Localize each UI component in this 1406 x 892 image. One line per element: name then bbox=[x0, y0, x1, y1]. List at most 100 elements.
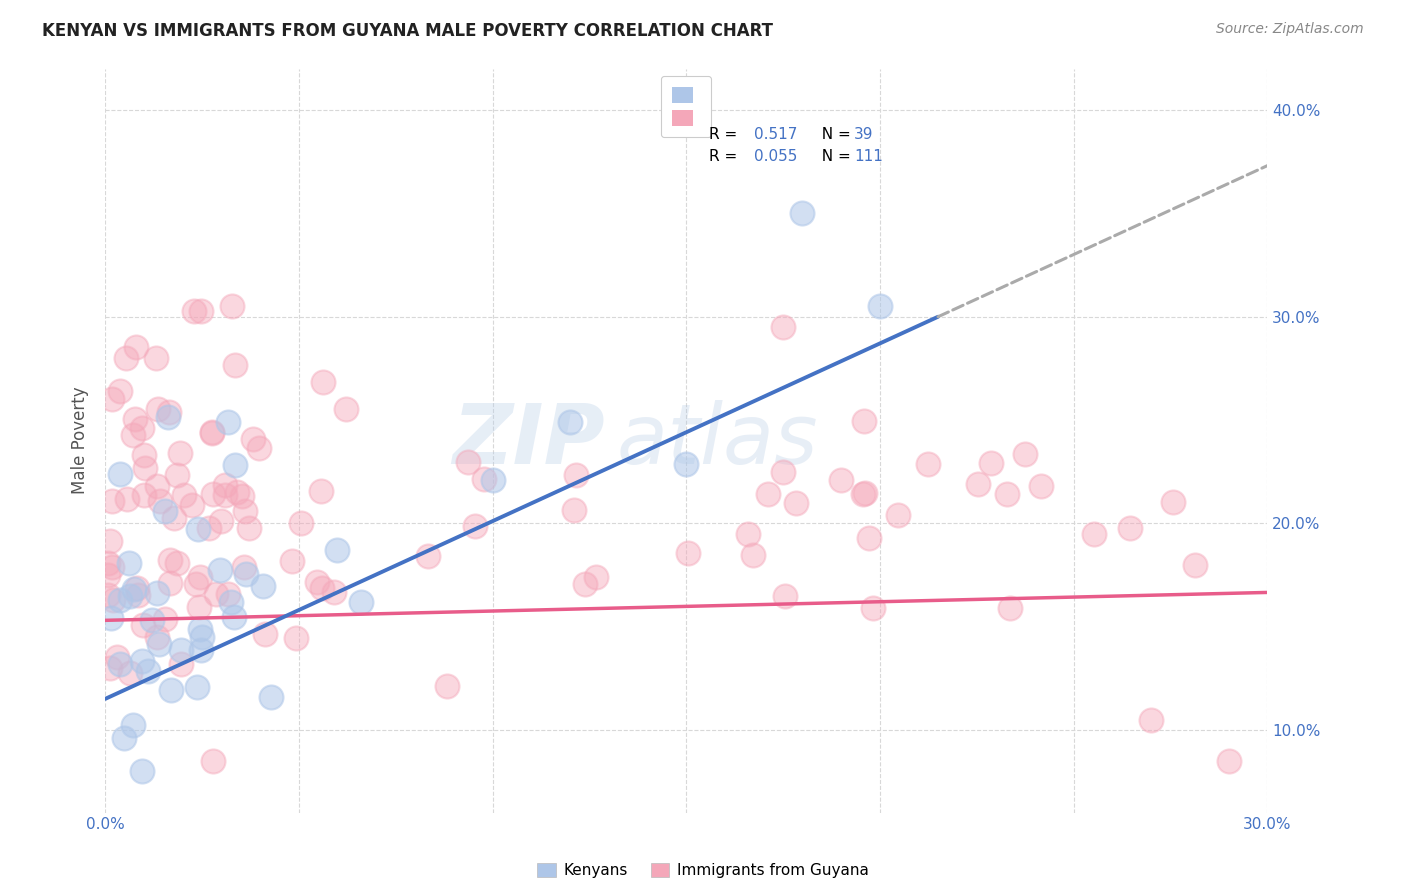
Point bbox=[118, 557, 141, 571]
Point bbox=[472, 472, 495, 486]
Point bbox=[1163, 495, 1185, 509]
Point bbox=[160, 683, 183, 698]
Text: N =: N = bbox=[813, 149, 856, 163]
Point bbox=[190, 642, 212, 657]
Point bbox=[169, 446, 191, 460]
Point bbox=[157, 405, 180, 419]
Point bbox=[197, 521, 219, 535]
Point bbox=[233, 560, 256, 574]
Point bbox=[281, 554, 304, 568]
Point bbox=[852, 414, 875, 428]
Point bbox=[134, 448, 156, 462]
Point bbox=[1083, 526, 1105, 541]
Point bbox=[114, 731, 136, 746]
Point bbox=[108, 384, 131, 399]
Point bbox=[219, 594, 242, 608]
Point bbox=[773, 589, 796, 603]
Point bbox=[464, 519, 486, 533]
Point bbox=[132, 488, 155, 502]
Point bbox=[585, 570, 607, 584]
Point bbox=[190, 303, 212, 318]
Point bbox=[131, 654, 153, 668]
Point bbox=[214, 488, 236, 502]
Point bbox=[756, 487, 779, 501]
Point bbox=[173, 488, 195, 502]
Point bbox=[565, 468, 588, 483]
Text: R =: R = bbox=[710, 127, 742, 142]
Point bbox=[290, 516, 312, 530]
Point bbox=[122, 428, 145, 442]
Point bbox=[124, 412, 146, 426]
Point bbox=[676, 546, 699, 560]
Point bbox=[233, 504, 256, 518]
Text: Source: ZipAtlas.com: Source: ZipAtlas.com bbox=[1216, 22, 1364, 37]
Point bbox=[967, 476, 990, 491]
Point bbox=[188, 599, 211, 614]
Point bbox=[558, 415, 581, 429]
Point bbox=[108, 657, 131, 672]
Point bbox=[188, 622, 211, 636]
Point bbox=[153, 504, 176, 518]
Point bbox=[159, 553, 181, 567]
Point bbox=[149, 493, 172, 508]
Point bbox=[146, 586, 169, 600]
Point bbox=[335, 401, 357, 416]
Point bbox=[121, 718, 143, 732]
Point bbox=[741, 548, 763, 562]
Point bbox=[675, 457, 697, 471]
Point bbox=[1218, 754, 1240, 768]
Point bbox=[100, 611, 122, 625]
Point bbox=[224, 458, 246, 472]
Point bbox=[146, 401, 169, 416]
Point bbox=[853, 485, 876, 500]
Point bbox=[862, 601, 884, 615]
Point bbox=[217, 587, 239, 601]
Point bbox=[253, 627, 276, 641]
Point bbox=[309, 484, 332, 499]
Point bbox=[108, 467, 131, 481]
Point bbox=[118, 589, 141, 603]
Text: 0.055: 0.055 bbox=[755, 149, 797, 163]
Point bbox=[869, 299, 891, 313]
Point bbox=[998, 600, 1021, 615]
Point bbox=[122, 582, 145, 596]
Point bbox=[259, 690, 281, 705]
Point bbox=[97, 556, 120, 570]
Point bbox=[153, 612, 176, 626]
Point bbox=[238, 521, 260, 535]
Point bbox=[226, 485, 249, 500]
Point bbox=[202, 486, 225, 500]
Point bbox=[1140, 713, 1163, 727]
Text: R =: R = bbox=[710, 149, 742, 163]
Point bbox=[858, 532, 880, 546]
Point bbox=[103, 593, 125, 607]
Point bbox=[148, 637, 170, 651]
Point bbox=[181, 498, 204, 512]
Point bbox=[481, 473, 503, 487]
Point bbox=[457, 455, 479, 469]
Point bbox=[186, 680, 208, 694]
Point bbox=[284, 631, 307, 645]
Point bbox=[98, 534, 121, 549]
Point bbox=[830, 473, 852, 487]
Point bbox=[131, 421, 153, 435]
Point bbox=[224, 359, 246, 373]
Point bbox=[97, 588, 120, 602]
Point bbox=[235, 567, 257, 582]
Point bbox=[1014, 447, 1036, 461]
Point bbox=[1184, 558, 1206, 572]
Point bbox=[170, 657, 193, 671]
Legend: , : , bbox=[661, 76, 711, 137]
Point bbox=[201, 425, 224, 439]
Legend: Kenyans, Immigrants from Guyana: Kenyans, Immigrants from Guyana bbox=[531, 857, 875, 884]
Point bbox=[792, 206, 814, 220]
Point bbox=[145, 351, 167, 365]
Point bbox=[322, 585, 344, 599]
Point bbox=[118, 666, 141, 681]
Point bbox=[772, 465, 794, 479]
Text: ZIP: ZIP bbox=[453, 400, 605, 481]
Point bbox=[136, 664, 159, 678]
Point bbox=[186, 577, 208, 591]
Point bbox=[162, 511, 184, 525]
Point bbox=[785, 496, 807, 510]
